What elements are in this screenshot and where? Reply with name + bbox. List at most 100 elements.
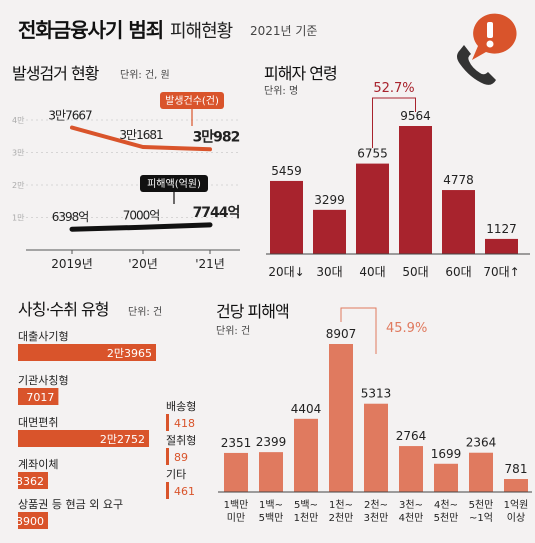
data-label: 3만7667 bbox=[48, 109, 92, 123]
bar bbox=[399, 446, 423, 492]
bar-category-label: ~1억 bbox=[469, 512, 493, 524]
bar-category-label: 60대 bbox=[445, 265, 471, 279]
bar bbox=[442, 190, 475, 254]
bar-category-label: 4천~ bbox=[434, 499, 458, 511]
bar bbox=[18, 430, 150, 447]
exclamation-bar bbox=[487, 22, 493, 38]
category-label: 대면편취 bbox=[18, 416, 58, 429]
bar-value-label: 7017 bbox=[26, 391, 54, 404]
bar-value-label: 781 bbox=[505, 462, 528, 476]
data-label: 7000억 bbox=[123, 208, 160, 222]
legend-label: 피해액(억원) bbox=[147, 177, 201, 190]
legend-tag-box bbox=[140, 175, 208, 192]
bar-category-label: 1천~ bbox=[329, 499, 353, 511]
bar-category-label: 70대↑ bbox=[483, 265, 519, 279]
bar-value-label: 9564 bbox=[400, 109, 431, 123]
data-label: 3만982 bbox=[193, 129, 240, 145]
section1-title: 발생검거 현황 bbox=[12, 64, 99, 83]
category-label: 절취형 bbox=[166, 434, 196, 447]
category-label: 기타 bbox=[166, 468, 186, 481]
x-tick-label: '21년 bbox=[195, 257, 225, 271]
y-tick-label: 4만 bbox=[12, 116, 25, 125]
y-tick-label: 1만 bbox=[12, 214, 25, 223]
bar bbox=[294, 418, 318, 492]
bar-category-label: 50대 bbox=[402, 265, 428, 279]
category-label: 상품권 등 현금 외 요구 bbox=[18, 498, 123, 511]
series-line-0 bbox=[70, 125, 212, 152]
section3-title: 사칭·수취 유형 bbox=[18, 300, 109, 319]
bar bbox=[356, 163, 389, 254]
bar-value-label: 6755 bbox=[357, 147, 388, 161]
phone-alert-icon bbox=[457, 13, 517, 85]
bar-value-label: 3362 bbox=[16, 475, 44, 488]
bar-category-label: 1억원 bbox=[504, 499, 529, 511]
bar bbox=[18, 388, 59, 405]
bar bbox=[504, 479, 528, 492]
legend-tag-box bbox=[160, 92, 224, 109]
bar-value-label: 2364 bbox=[466, 436, 497, 450]
bar-category-label: 30대 bbox=[316, 265, 342, 279]
bar-value-label: 1699 bbox=[431, 447, 462, 461]
bar bbox=[485, 238, 518, 254]
category-label: 계좌이체 bbox=[18, 458, 58, 471]
data-label: 3만1681 bbox=[119, 128, 163, 142]
bar-category-label: 3천~ bbox=[399, 499, 423, 511]
annotation-bracket bbox=[340, 307, 377, 354]
bar-value-label: 4404 bbox=[291, 402, 322, 416]
speech-bubble-shape bbox=[472, 13, 517, 60]
bar-category-label: 5천만 bbox=[434, 512, 459, 524]
bar bbox=[18, 344, 156, 361]
bar-category-label: 40대 bbox=[359, 265, 385, 279]
bar bbox=[313, 209, 346, 254]
bar-value-label: 5459 bbox=[271, 164, 302, 178]
category-label: 기관사칭형 bbox=[18, 374, 69, 387]
x-tick-label: 2019년 bbox=[51, 257, 93, 271]
bar-category-label: 5천만 bbox=[469, 499, 494, 511]
section3-unit: 단위: 건 bbox=[128, 307, 163, 318]
bar-value-label: 1127 bbox=[486, 222, 517, 236]
bar-category-label: 4천만 bbox=[399, 512, 424, 524]
bar-value-label: 8907 bbox=[326, 327, 357, 341]
bar bbox=[18, 512, 48, 529]
bar bbox=[224, 452, 248, 492]
bar-value-label: 3299 bbox=[314, 193, 345, 207]
category-label: 대출사기형 bbox=[18, 330, 69, 343]
section2-unit: 단위: 명 bbox=[264, 86, 299, 97]
line-chart: 4만 3만 2만 1만 2019년 '20년 '21년 3만7667 3만1681 3만982 63… bbox=[12, 92, 241, 271]
y-tick-label: 2만 bbox=[12, 181, 25, 190]
bar bbox=[166, 414, 169, 431]
bar bbox=[364, 403, 388, 492]
type-bar-chart: 대출사기형 2만3965 기관사칭형 7017 대면편취 2만2752 계좌이체 3362 상품… bbox=[16, 330, 196, 529]
bar-value-label: 2만2752 bbox=[100, 433, 145, 446]
data-label: 7744억 bbox=[193, 205, 240, 221]
bar bbox=[166, 448, 169, 465]
annotation-bracket bbox=[372, 97, 416, 148]
bar-value-label: 418 bbox=[174, 417, 195, 430]
x-tick-label: '20년 bbox=[128, 257, 158, 271]
data-label: 6398억 bbox=[52, 210, 89, 224]
bar-category-label: 1천만 bbox=[294, 512, 319, 524]
bar bbox=[270, 180, 303, 254]
exclamation-dot bbox=[486, 40, 494, 48]
bar-value-label: 461 bbox=[174, 485, 195, 498]
bar bbox=[18, 472, 48, 489]
bar-category-label: 1백~ bbox=[259, 499, 283, 511]
bar bbox=[434, 463, 458, 492]
annotation-label: 45.9% bbox=[386, 321, 427, 336]
bar-value-label: 89 bbox=[174, 451, 188, 464]
section2-title: 피해자 연령 bbox=[264, 64, 338, 83]
bar-category-label: 이상 bbox=[507, 512, 525, 524]
section1-unit: 단위: 건, 원 bbox=[120, 70, 170, 81]
bar bbox=[469, 452, 493, 492]
bar-category-label: 3천만 bbox=[364, 512, 389, 524]
bar-value-label: 2만3965 bbox=[107, 347, 152, 360]
bar-category-label: 5백~ bbox=[294, 499, 318, 511]
bar-value-label: 4778 bbox=[443, 173, 474, 187]
page-subtitle: 피해현황 bbox=[170, 21, 233, 42]
bar-category-label: 5백만 bbox=[259, 512, 284, 524]
section4-unit: 단위: 건 bbox=[216, 326, 251, 337]
bar-value-label: 3900 bbox=[16, 515, 44, 528]
bar-category-label: 미만 bbox=[227, 512, 245, 524]
